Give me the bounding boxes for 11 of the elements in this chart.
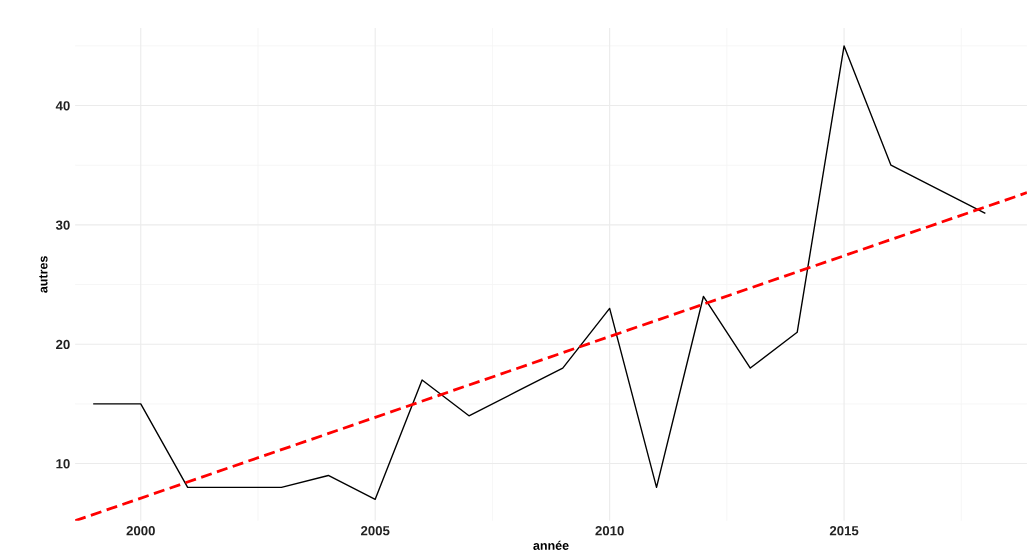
y-tick-label: 20 xyxy=(56,339,70,350)
x-axis-title: année xyxy=(533,540,569,550)
x-tick-label: 2000 xyxy=(126,526,155,536)
line-series xyxy=(93,45,986,501)
y-axis-title: autres xyxy=(39,256,48,293)
x-tick-label: 2005 xyxy=(360,526,390,536)
y-tick-label: 40 xyxy=(55,101,70,111)
y-tick-label: 30 xyxy=(55,220,70,230)
x-tick-label: 2010 xyxy=(595,526,624,536)
x-tick-label: 2015 xyxy=(829,526,859,536)
y-tick-label: 10 xyxy=(56,459,70,469)
